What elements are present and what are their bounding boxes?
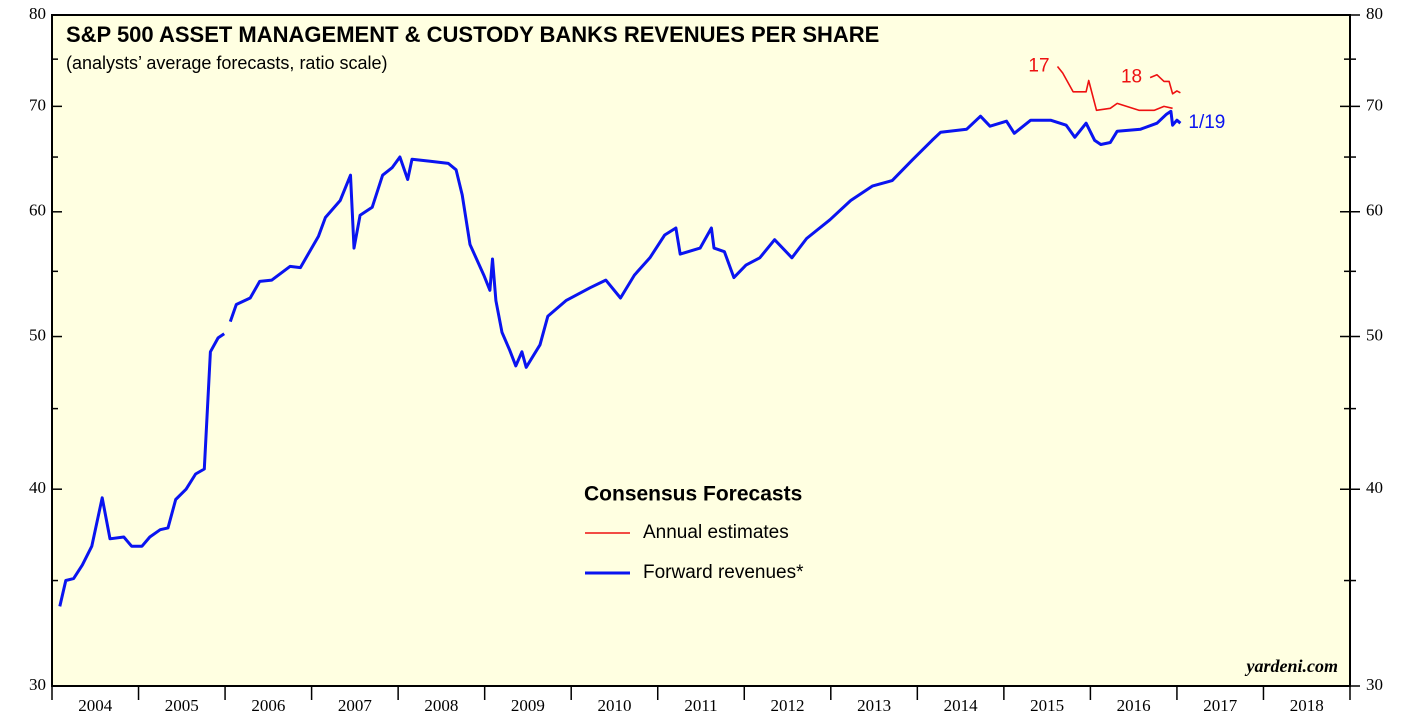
y-tick-label: 40 [29, 478, 46, 497]
end-label: 1/19 [1188, 112, 1225, 133]
series-label: 17 [1028, 56, 1049, 77]
x-tick-label: 2016 [1117, 696, 1151, 715]
y2-tick-label: 70 [1366, 95, 1383, 114]
y-tick-label: 80 [29, 4, 46, 23]
x-tick-label: 2005 [165, 696, 199, 715]
x-tick-label: 2004 [78, 696, 113, 715]
y-tick-label: 30 [29, 675, 46, 694]
x-tick-label: 2006 [251, 696, 285, 715]
series-line [1056, 66, 1173, 112]
x-tick-label: 2017 [1203, 696, 1238, 715]
y-tick-label: 50 [29, 325, 46, 344]
chart-title: S&P 500 ASSET MANAGEMENT & CUSTODY BANKS… [66, 22, 879, 47]
x-tick-label: 2008 [424, 696, 458, 715]
source: yardeni.com [1245, 656, 1339, 676]
y2-tick-label: 80 [1366, 4, 1383, 23]
x-tick-label: 2015 [1030, 696, 1064, 715]
series-line [1149, 74, 1181, 95]
x-tick-label: 2011 [684, 696, 717, 715]
y2-tick-label: 60 [1366, 201, 1383, 220]
y2-tick-label: 40 [1366, 478, 1383, 497]
x-tick-label: 2010 [597, 696, 631, 715]
x-tick-label: 2018 [1290, 696, 1324, 715]
legend-label: Annual estimates [643, 522, 789, 543]
y2-tick-label: 50 [1366, 325, 1383, 344]
x-tick-label: 2007 [338, 696, 373, 715]
plot-area [51, 14, 1351, 687]
y2-tick-label: 30 [1366, 675, 1383, 694]
x-tick-label: 2012 [771, 696, 805, 715]
x-tick-label: 2013 [857, 696, 891, 715]
chart-subtitle: (analysts’ average forecasts, ratio scal… [66, 53, 387, 73]
legend-label: Forward revenues* [643, 562, 804, 583]
series-line [58, 109, 1182, 607]
y-tick-label: 60 [29, 201, 46, 220]
series-label: 18 [1121, 67, 1142, 88]
x-tick-label: 2014 [944, 696, 979, 715]
x-tick-label: 2009 [511, 696, 545, 715]
y-tick-label: 70 [29, 95, 46, 114]
legend-title: Consensus Forecasts [584, 483, 802, 506]
